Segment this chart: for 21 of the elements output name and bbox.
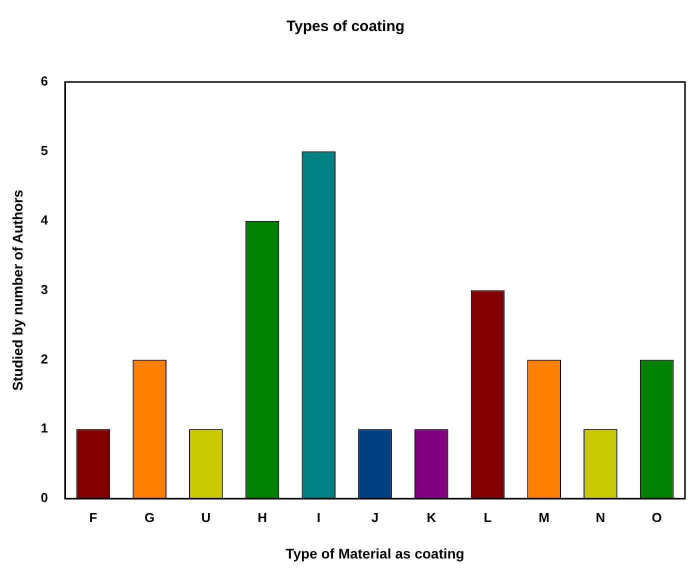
x-tick-label: N [596, 510, 606, 525]
x-tick-label: U [201, 510, 211, 525]
x-tick-label: J [371, 510, 379, 525]
x-tick-label: G [144, 510, 155, 525]
y-tick-label: 1 [40, 420, 48, 436]
x-tick-label: L [484, 510, 492, 525]
y-tick-label: 0 [40, 490, 48, 506]
chart-title: Types of coating [286, 18, 405, 36]
x-tick-label: K [426, 510, 437, 525]
y-tick-label: 3 [40, 282, 48, 297]
y-tick-label: 4 [40, 212, 49, 228]
y-tick-label: 5 [40, 143, 48, 158]
x-axis-title: Type of Material as coating [286, 545, 464, 562]
x-tick-label: F [89, 510, 98, 525]
y-tick-label: 6 [40, 74, 48, 89]
y-tick-label: 2 [40, 351, 48, 366]
y-axis-title: Studied by number of Authors [9, 190, 26, 391]
x-tick-label: M [538, 510, 550, 525]
x-tick-label: H [258, 510, 267, 525]
x-tick-label: O [652, 510, 662, 525]
x-tick-label: I [316, 510, 320, 525]
